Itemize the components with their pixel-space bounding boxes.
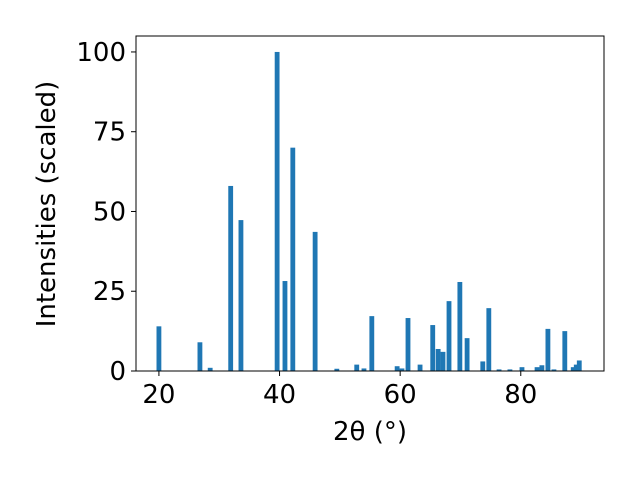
bar — [228, 185, 234, 371]
x-tick-label: 20 — [142, 380, 175, 410]
bar — [354, 364, 360, 371]
bar — [312, 231, 318, 371]
bar — [430, 325, 436, 371]
bar — [405, 318, 411, 371]
bar — [576, 360, 582, 371]
bar — [417, 364, 423, 371]
x-axis-label: 2θ (°) — [333, 417, 407, 447]
plot-frame — [135, 35, 605, 372]
bar — [435, 348, 441, 371]
bar — [274, 51, 280, 371]
bar — [399, 368, 405, 371]
y-tick-label: 0 — [109, 357, 126, 387]
bar — [551, 369, 557, 371]
bar — [394, 366, 400, 371]
y-axis-label: Intensities (scaled) — [32, 81, 62, 328]
y-tick-label: 100 — [76, 38, 126, 68]
bar — [440, 351, 446, 371]
x-tick-label: 80 — [504, 380, 537, 410]
bar — [562, 331, 568, 371]
bar — [156, 326, 162, 371]
y-tick-label: 75 — [93, 118, 126, 148]
bar — [545, 328, 551, 371]
bar — [534, 367, 540, 371]
bar — [238, 220, 244, 371]
bar — [361, 368, 367, 371]
bar — [480, 361, 486, 371]
bar — [570, 367, 576, 371]
y-tick-label: 25 — [93, 277, 126, 307]
bar — [457, 281, 463, 371]
bar — [507, 369, 513, 371]
bar — [519, 367, 525, 371]
bar — [334, 368, 340, 371]
bar — [496, 369, 502, 371]
y-tick-label: 50 — [93, 197, 126, 227]
bar — [539, 365, 545, 371]
x-tick-label: 40 — [263, 380, 296, 410]
bar — [282, 281, 288, 371]
bar — [486, 308, 492, 371]
bar — [207, 367, 213, 371]
x-tick-label: 60 — [384, 380, 417, 410]
bar — [290, 147, 296, 371]
bar — [573, 364, 579, 371]
bar — [197, 342, 203, 371]
bar — [446, 301, 452, 371]
bar — [369, 316, 375, 371]
bar — [464, 338, 470, 371]
